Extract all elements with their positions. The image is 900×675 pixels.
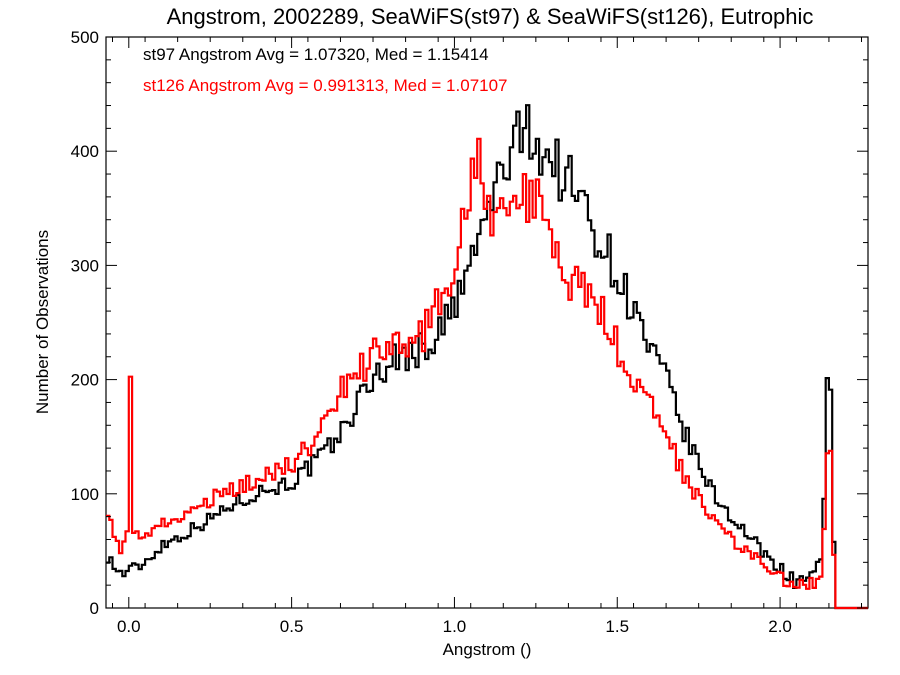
y-tick-label: 100: [71, 485, 99, 504]
plot-frame: [105, 36, 869, 609]
y-tick-label: 300: [71, 256, 99, 275]
series-st126-line: [106, 137, 868, 610]
series-layer: [106, 104, 868, 610]
axes-layer: 0.0 0.5 1.0 1.5 2.0 0 100 200 300 400 500: [71, 28, 868, 636]
legend-entry-st126: st126 Angstrom Avg = 0.991313, Med = 1.0…: [143, 76, 508, 95]
legend-entry-st97: st97 Angstrom Avg = 1.07320, Med = 1.154…: [143, 45, 489, 64]
x-axis-label: Angstrom (): [443, 640, 532, 659]
y-tick-label: 0: [90, 599, 99, 618]
x-tick-label: 0.0: [117, 617, 141, 636]
chart-title: Angstrom, 2002289, SeaWiFS(st97) & SeaWi…: [167, 4, 814, 29]
x-tick-label: 1.5: [605, 617, 629, 636]
series-st97-line: [106, 104, 868, 610]
x-tick-label: 2.0: [768, 617, 792, 636]
x-tick-label: 1.0: [443, 617, 467, 636]
x-tick-label: 0.5: [280, 617, 304, 636]
y-tick-label: 500: [71, 28, 99, 47]
y-axis-label: Number of Observations: [33, 230, 52, 414]
y-tick-label: 200: [71, 371, 99, 390]
y-tick-label: 400: [71, 142, 99, 161]
